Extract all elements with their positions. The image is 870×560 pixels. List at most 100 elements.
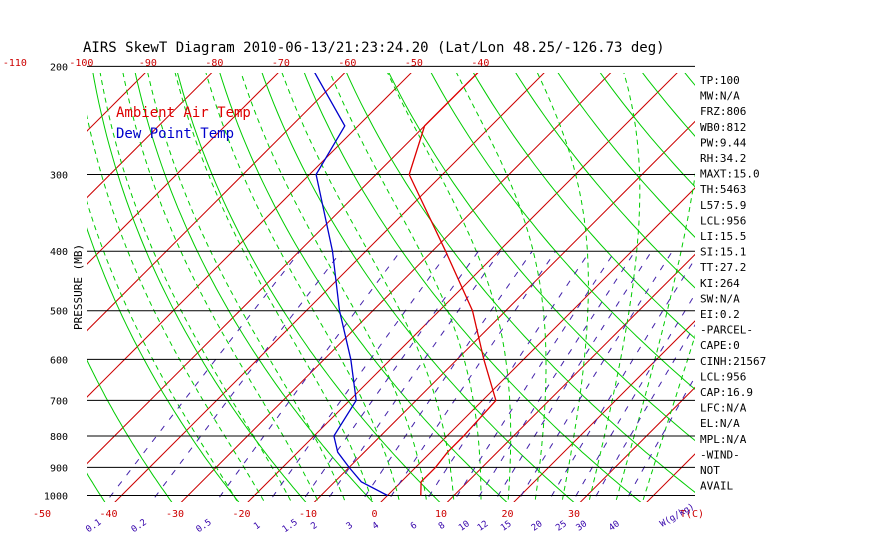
bottom-temp-ticks: -50 -40 -30 -20 -10 0 10 20 30 xyxy=(33,509,580,520)
dry-adiabat-line xyxy=(557,73,695,238)
index-item: LI:15.5 xyxy=(700,230,746,243)
isotherm-line xyxy=(114,73,545,502)
isotherm-line xyxy=(313,120,695,502)
moist-adiabat-line xyxy=(281,73,455,502)
chart-title: AIRS SkewT Diagram 2010-06-13/21:23:24.2… xyxy=(83,40,665,56)
dry-adiabat-line xyxy=(472,73,695,340)
isotherm-line xyxy=(446,253,695,502)
moist-adiabat-line xyxy=(536,73,589,502)
mixing-ratio-line xyxy=(592,324,695,502)
index-item: LCL:956 xyxy=(700,214,746,227)
index-item: CAPE:0 xyxy=(700,339,740,352)
bottom-temp-tick: 10 xyxy=(435,509,447,520)
mixing-ratio-line xyxy=(452,250,616,502)
grid-lines xyxy=(0,0,870,509)
bottom-temp-tick: 30 xyxy=(568,509,580,520)
moist-adiabat-line xyxy=(615,172,695,502)
pressure-tick-label: 200 xyxy=(50,62,68,73)
top-temp-tick: -40 xyxy=(471,58,489,69)
moist-adiabat-line xyxy=(387,73,512,502)
index-item: -WIND- xyxy=(700,448,740,461)
index-item: CINH:21567 xyxy=(700,355,766,368)
legend-dew: Dew Point Temp xyxy=(116,126,234,142)
moist-adiabat-line xyxy=(147,73,346,502)
pressure-ticks: 1002003004005006007008009001000 xyxy=(44,62,68,503)
pressure-tick-label: 600 xyxy=(50,355,68,366)
mixing-ratio-label: 12 xyxy=(476,519,491,533)
mixing-ratio-label: 6 xyxy=(409,521,419,532)
dry-adiabat-line xyxy=(177,73,441,502)
bottom-temp-tick: 0 xyxy=(371,509,377,520)
top-temp-tick: -60 xyxy=(338,58,356,69)
mixing-ratio-line xyxy=(493,250,653,502)
dry-adiabat-line xyxy=(261,73,575,502)
index-item: AVAIL xyxy=(700,480,733,493)
bottom-temp-tick: -10 xyxy=(299,509,317,520)
isotherm-line xyxy=(87,73,279,265)
index-item: -PARCEL- xyxy=(700,324,753,337)
index-item: LFC:N/A xyxy=(700,402,747,415)
index-item: KI:264 xyxy=(700,277,740,290)
mixing-ratio-line xyxy=(547,257,695,502)
top-temp-tick: -50 xyxy=(405,58,423,69)
moist-adiabat-line xyxy=(240,73,428,502)
mixing-ratio-line xyxy=(624,375,695,502)
temperature-profile xyxy=(408,73,497,496)
mixing-ratio-line xyxy=(424,250,591,502)
index-item: MAXT:15.0 xyxy=(700,168,760,181)
mixing-ratio-line xyxy=(360,250,533,502)
isotherm-line xyxy=(247,73,678,502)
index-item: RH:34.2 xyxy=(700,152,746,165)
top-temp-ticks: -120-110-100-90-80-70-60-50-40 xyxy=(3,58,490,69)
dry-adiabat-line xyxy=(0,0,42,509)
mixing-ratio-line xyxy=(301,250,479,502)
profiles xyxy=(314,73,497,497)
legend-temp: Ambient Air Temp xyxy=(116,105,251,121)
isotherm-line xyxy=(87,73,412,398)
mixing-ratio-label: 0.2 xyxy=(130,518,149,536)
moist-adiabat-line xyxy=(174,73,373,502)
pressure-tick-label: 800 xyxy=(50,432,68,443)
index-item: TH:5463 xyxy=(700,183,746,196)
top-temp-tick: -100 xyxy=(69,58,93,69)
mixing-ratio-label: 30 xyxy=(575,519,590,533)
dry-adiabat-line xyxy=(87,227,240,502)
moist-adiabat-line xyxy=(329,73,482,502)
temp-unit-label: T(C) xyxy=(680,509,704,520)
dry-adiabat-line xyxy=(804,0,870,509)
mixing-ratio-line xyxy=(475,250,636,502)
pressure-tick-label: 900 xyxy=(50,463,68,474)
dry-adiabat-line xyxy=(642,73,695,137)
dry-adiabat-line xyxy=(599,73,695,188)
dewpoint-profile xyxy=(314,73,388,497)
top-temp-tick: -110 xyxy=(3,58,27,69)
isotherm-line xyxy=(0,0,4,509)
mixing-ratio-label: 1.5 xyxy=(281,518,300,536)
dry-adiabat-line xyxy=(515,73,695,289)
mixing-ratio-label: 3 xyxy=(345,521,355,532)
mixing-ratio-label: 0.5 xyxy=(195,518,214,536)
bottom-temp-tick: -50 xyxy=(33,509,51,520)
dry-adiabat-line xyxy=(134,73,374,502)
dry-adiabat-line xyxy=(632,0,870,509)
mixing-ratio-label: 8 xyxy=(437,521,447,532)
dry-adiabat-line xyxy=(735,0,870,509)
y-axis-label: PRESSURE (MB) xyxy=(72,244,85,330)
bottom-temp-tick: -20 xyxy=(232,509,250,520)
mixing-ratio-label: 1 xyxy=(252,521,262,532)
index-item: LCL:956 xyxy=(700,370,746,383)
mixing-ratio-label: 0.1 xyxy=(84,518,103,536)
top-temp-tick: -70 xyxy=(272,58,290,69)
dry-adiabat-line xyxy=(346,73,695,493)
dry-adiabat-line xyxy=(838,0,870,509)
index-item: SW:N/A xyxy=(700,292,740,305)
mixing-ratio-label: 20 xyxy=(530,519,545,533)
isotherm-line xyxy=(87,73,213,199)
legend: Ambient Air Temp Dew Point Temp xyxy=(116,105,251,142)
isotherm-line xyxy=(513,320,695,502)
dry-adiabat-line xyxy=(92,73,307,502)
isotherm-line xyxy=(380,187,695,502)
pressure-tick-label: 1000 xyxy=(44,492,68,503)
mixing-ratio-label: 25 xyxy=(554,519,569,533)
